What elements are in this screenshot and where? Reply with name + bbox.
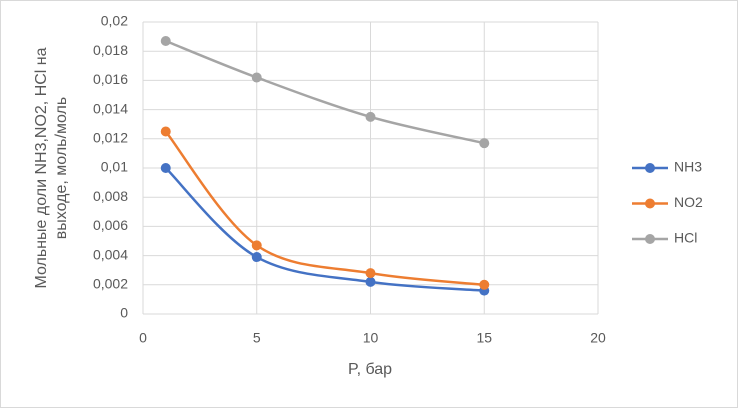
y-tick-label: 0 — [120, 305, 128, 321]
legend-label: NH3 — [674, 159, 702, 175]
y-tick-label: 0,012 — [93, 130, 128, 146]
data-point — [160, 126, 171, 137]
y-tick-label: 0,016 — [93, 71, 128, 87]
data-point — [479, 279, 490, 290]
data-point — [251, 252, 262, 263]
data-point — [251, 240, 262, 251]
y-tick-label: 0,02 — [101, 13, 128, 29]
series-line — [164, 167, 485, 292]
series-line — [165, 39, 485, 145]
legend-label: NO2 — [674, 194, 703, 210]
data-point — [365, 276, 376, 287]
data-point — [365, 111, 376, 122]
data-point — [251, 72, 262, 83]
x-tick-label: 10 — [363, 330, 379, 346]
y-tick-label: 0,018 — [93, 42, 128, 58]
x-tick-label: 5 — [253, 330, 261, 346]
y-axis-label-line: выходе, моль/моль — [53, 97, 70, 239]
y-tick-label: 0,006 — [93, 217, 128, 233]
y-axis-label-line: Мольные доли NH3,NO2, HCl на — [33, 47, 50, 288]
legend-label: HCl — [674, 230, 697, 246]
x-axis-label: P, бар — [348, 361, 392, 378]
data-point — [160, 35, 171, 46]
legend-marker — [645, 163, 655, 173]
y-tick-label: 0,014 — [93, 100, 128, 116]
x-tick-label: 20 — [590, 330, 606, 346]
y-tick-label: 0,002 — [93, 276, 128, 292]
y-tick-label: 0,008 — [93, 188, 128, 204]
series-line — [164, 130, 485, 287]
data-point — [365, 268, 376, 279]
legend-marker — [645, 234, 655, 244]
data-point — [479, 138, 490, 149]
y-tick-label: 0,01 — [101, 159, 128, 175]
y-axis-label: Мольные доли NH3,NO2, HCl на выходе, мол… — [33, 47, 70, 288]
x-tick-label: 15 — [476, 330, 492, 346]
y-tick-label: 0,004 — [93, 246, 128, 262]
legend-marker — [645, 198, 655, 209]
data-point — [160, 163, 171, 173]
x-tick-label: 0 — [139, 330, 147, 346]
